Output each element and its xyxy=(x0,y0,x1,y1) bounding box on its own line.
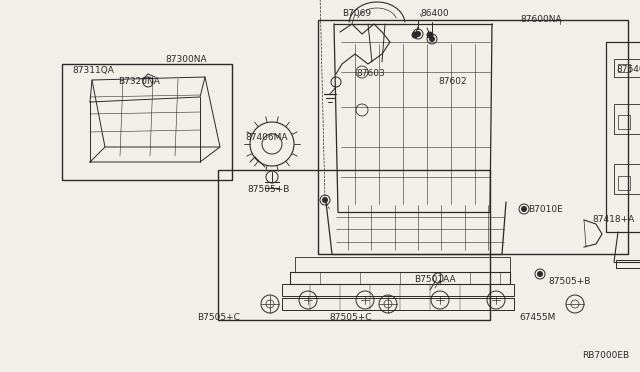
Text: 87311QA: 87311QA xyxy=(72,67,114,76)
Circle shape xyxy=(412,32,418,38)
Bar xyxy=(616,260,640,268)
Text: 67455M: 67455M xyxy=(520,314,556,323)
Text: 87406MA: 87406MA xyxy=(245,132,287,141)
Bar xyxy=(62,64,232,180)
Text: 87505+B: 87505+B xyxy=(248,186,290,195)
Text: 87300NA: 87300NA xyxy=(165,55,207,64)
Circle shape xyxy=(323,198,328,202)
Bar xyxy=(282,284,514,296)
Circle shape xyxy=(522,206,527,212)
Circle shape xyxy=(429,36,435,42)
Text: 87505+C: 87505+C xyxy=(330,314,372,323)
Text: B7069: B7069 xyxy=(342,10,371,19)
Text: 87505+B: 87505+B xyxy=(548,278,590,286)
Text: 87603: 87603 xyxy=(356,68,385,77)
Text: B7010E: B7010E xyxy=(528,205,563,215)
Bar xyxy=(606,42,640,232)
Bar xyxy=(618,64,630,72)
Bar xyxy=(618,115,630,129)
Bar xyxy=(614,164,640,194)
Bar xyxy=(318,20,628,254)
Circle shape xyxy=(538,272,543,276)
Bar xyxy=(614,104,640,134)
Circle shape xyxy=(415,32,420,36)
Text: 87602: 87602 xyxy=(438,77,467,86)
Bar xyxy=(618,176,630,190)
Bar xyxy=(218,170,490,320)
Text: 87418+A: 87418+A xyxy=(592,215,634,224)
Bar xyxy=(614,59,640,77)
Text: B7501AA: B7501AA xyxy=(414,276,456,285)
Text: 86400: 86400 xyxy=(420,10,449,19)
Circle shape xyxy=(427,32,433,38)
Bar xyxy=(282,298,514,310)
Text: 87640+A: 87640+A xyxy=(616,65,640,74)
Text: 87600NA: 87600NA xyxy=(520,16,562,25)
Text: B7505+C: B7505+C xyxy=(197,314,240,323)
Text: B7320NA: B7320NA xyxy=(118,77,160,86)
Text: RB7000EB: RB7000EB xyxy=(582,352,629,360)
